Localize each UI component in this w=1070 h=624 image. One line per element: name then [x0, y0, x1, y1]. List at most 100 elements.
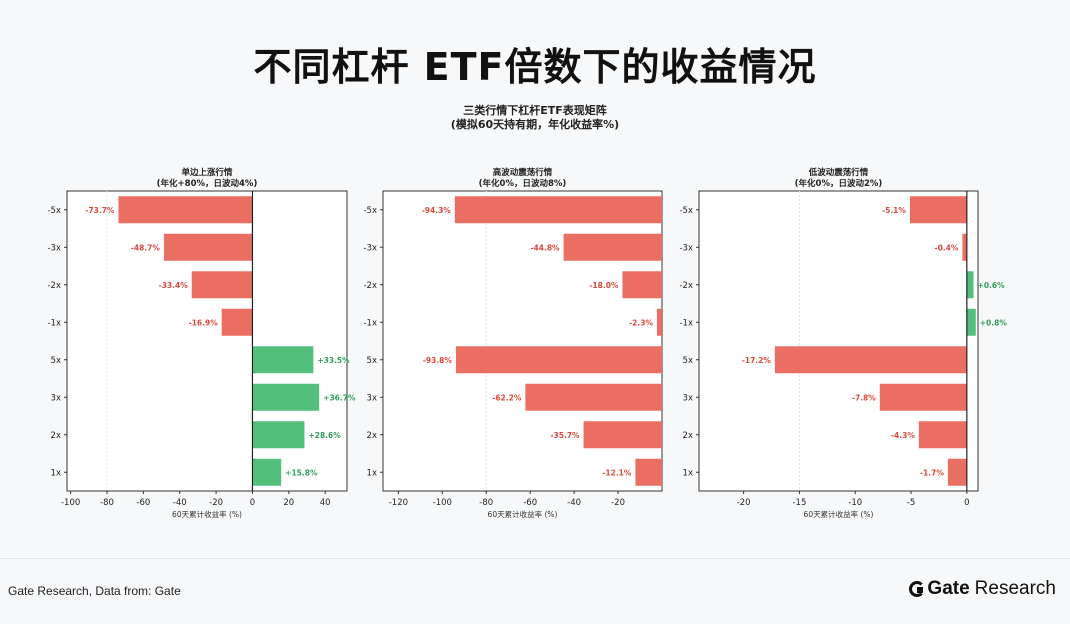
- y-tick-label: -1x: [363, 318, 377, 328]
- bar-3x: [525, 383, 662, 411]
- x-tick-label: -40: [567, 498, 581, 508]
- page-title: 不同杠杆 ETF倍数下的收益情况: [253, 45, 817, 89]
- data-label: -62.2%: [492, 393, 522, 402]
- y-tick-label: 3x: [683, 393, 693, 403]
- figure-title-line2: (模拟60天持有期，年化收益率%): [450, 118, 620, 131]
- bar--2x: [622, 271, 662, 299]
- x-tick-label: -60: [523, 498, 537, 508]
- bar--5x: [118, 196, 253, 224]
- bar--3x: [962, 233, 967, 261]
- y-tick-label: 3x: [367, 393, 377, 403]
- x-tick-label: -5: [907, 498, 915, 508]
- bar-5x: [774, 346, 967, 374]
- bar-1x: [947, 458, 967, 486]
- x-tick-label: -100: [433, 498, 452, 508]
- panel-title: 单边上涨行情: [181, 167, 233, 178]
- bar-2x: [918, 421, 967, 449]
- bar-2x: [583, 421, 662, 449]
- data-label: -1.7%: [920, 468, 944, 477]
- x-tick-label: -80: [100, 498, 114, 508]
- data-label: -33.4%: [159, 281, 189, 290]
- y-tick-label: 3x: [51, 393, 61, 403]
- bar--3x: [163, 233, 253, 261]
- x-axis-label: 60天累计收益率 (%): [804, 509, 874, 519]
- data-label: -18.0%: [589, 281, 619, 290]
- bar-1x: [635, 458, 662, 486]
- y-tick-label: 2x: [51, 431, 61, 441]
- data-label: -94.3%: [422, 206, 452, 215]
- bar-5x: [252, 346, 314, 374]
- bar--1x: [221, 308, 253, 336]
- data-label: +33.5%: [317, 356, 350, 365]
- bar--5x: [454, 196, 662, 224]
- y-tick-label: 1x: [51, 468, 61, 478]
- data-label: -44.8%: [530, 243, 560, 252]
- data-label: -73.7%: [85, 206, 115, 215]
- x-tick-label: -80: [479, 498, 493, 508]
- x-tick-label: -100: [61, 498, 80, 508]
- brand-logo: Gate Research: [909, 578, 1056, 600]
- y-tick-label: -1x: [679, 318, 693, 328]
- bar-5x: [455, 346, 662, 374]
- panel-subtitle: (年化+80%，日波动4%): [157, 178, 258, 189]
- data-label: -0.4%: [934, 243, 958, 252]
- y-tick-label: 5x: [51, 356, 61, 366]
- x-tick-label: -20: [209, 498, 223, 508]
- x-tick-label: -120: [389, 498, 408, 508]
- data-label: -7.8%: [852, 393, 876, 402]
- y-tick-label: -3x: [363, 243, 377, 253]
- y-tick-label: 1x: [683, 468, 693, 478]
- y-tick-label: -5x: [363, 206, 377, 216]
- y-tick-label: 5x: [683, 356, 693, 366]
- x-tick-label: 0: [964, 498, 969, 508]
- x-tick-label: -40: [173, 498, 187, 508]
- data-label: -2.3%: [629, 318, 653, 327]
- y-tick-label: -5x: [679, 206, 693, 216]
- y-tick-label: -1x: [47, 318, 61, 328]
- bar--5x: [909, 196, 967, 224]
- chart-panel-1: 单边上涨行情(年化+80%，日波动4%) -73.7% -5x -48.7% -3x -3…: [47, 167, 355, 519]
- data-label: +15.8%: [285, 468, 318, 477]
- y-tick-label: -3x: [679, 243, 693, 253]
- data-label: -16.9%: [189, 318, 219, 327]
- x-tick-label: -60: [136, 498, 150, 508]
- data-label: -35.7%: [550, 431, 580, 440]
- y-tick-label: -5x: [47, 206, 61, 216]
- bar--2x: [191, 271, 253, 299]
- x-tick-label: -20: [737, 498, 751, 508]
- data-label: -17.2%: [742, 356, 772, 365]
- y-tick-label: 1x: [367, 468, 377, 478]
- y-tick-label: -2x: [47, 281, 61, 291]
- gate-logo-icon: [909, 581, 926, 597]
- panel-subtitle: (年化0%，日波动8%): [479, 178, 567, 189]
- x-tick-label: 0: [250, 498, 255, 508]
- x-tick-label: -20: [611, 498, 625, 508]
- chart-panels: 单边上涨行情(年化+80%，日波动4%) -73.7% -5x -48.7% -3x -3…: [47, 167, 1008, 519]
- x-axis-label: 60天累计收益率 (%): [488, 509, 558, 519]
- y-tick-label: -2x: [363, 281, 377, 291]
- data-label: -93.8%: [423, 356, 453, 365]
- x-tick-label: 20: [283, 498, 294, 508]
- x-tick-label: 40: [320, 498, 331, 508]
- bar-2x: [252, 421, 305, 449]
- bar--1x: [656, 308, 662, 336]
- bar-3x: [879, 383, 967, 411]
- bar--1x: [966, 308, 976, 336]
- data-label: -48.7%: [131, 243, 161, 252]
- y-tick-label: 2x: [367, 431, 377, 441]
- data-label: -5.1%: [882, 206, 906, 215]
- data-label: +0.8%: [980, 318, 1008, 327]
- x-axis-label: 60天累计收益率 (%): [172, 509, 242, 519]
- data-label: +28.6%: [308, 431, 341, 440]
- panel-title: 高波动震荡行情: [493, 167, 553, 178]
- bar-1x: [252, 458, 282, 486]
- x-tick-label: -10: [848, 498, 862, 508]
- bar--2x: [966, 271, 974, 299]
- chart-panel-2: 高波动震荡行情(年化0%，日波动8%) -94.3% -5x -44.8% -3x -18…: [363, 167, 663, 519]
- data-label: -12.1%: [602, 468, 632, 477]
- figure-title-line1: 三类行情下杠杆ETF表现矩阵: [463, 104, 607, 117]
- data-label: -4.3%: [891, 431, 915, 440]
- footer-divider: [0, 558, 1070, 559]
- data-label: +36.7%: [323, 393, 356, 402]
- y-tick-label: 5x: [367, 356, 377, 366]
